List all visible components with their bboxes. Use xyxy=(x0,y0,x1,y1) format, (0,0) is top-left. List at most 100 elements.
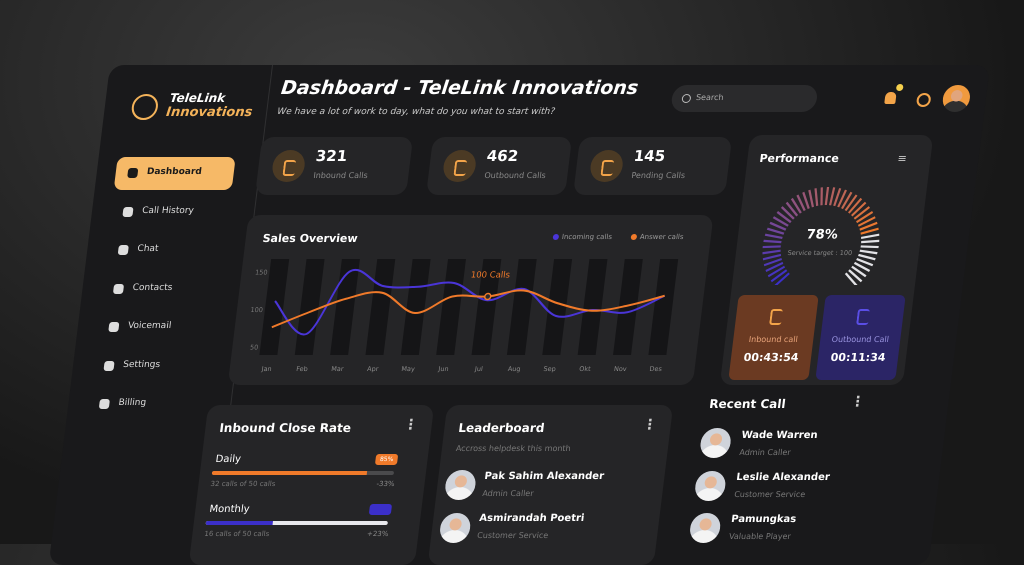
progress-fill xyxy=(211,471,367,475)
call-icon xyxy=(769,309,784,325)
person-name: Pamungkas xyxy=(730,514,797,525)
brand-name: TeleLink xyxy=(169,91,227,105)
gauge-tick xyxy=(820,187,823,206)
nav-icon xyxy=(108,322,120,332)
performance-card: Performance ≡ 78% Service target : 100 Inbo… xyxy=(719,135,934,385)
nav-label: Dashboard xyxy=(146,167,203,177)
menu-dots[interactable]: ⋮ xyxy=(402,417,419,433)
gauge-tick xyxy=(776,211,792,224)
x-tick-label: Mar xyxy=(331,365,345,373)
gauge-tick xyxy=(837,189,847,208)
stat-icon xyxy=(441,150,478,182)
x-tick-label: Des xyxy=(649,365,663,373)
brand-tagline: Innovations xyxy=(165,105,254,120)
x-tick-label: Okt xyxy=(579,365,592,373)
gauge-tick xyxy=(772,216,789,227)
annotation: 100 Calls xyxy=(470,271,511,281)
gauge-tick xyxy=(802,191,810,210)
stat-value: 321 xyxy=(314,147,349,165)
stat-value: 145 xyxy=(632,147,667,165)
rate-label: Daily xyxy=(214,454,242,465)
gauge-tick xyxy=(824,187,830,205)
nav-label: Chat xyxy=(136,244,160,254)
nav-item[interactable]: Contacts xyxy=(99,273,221,306)
menu-dots[interactable]: ⋮ xyxy=(849,394,866,410)
gauge-tick xyxy=(856,257,874,267)
search-box[interactable]: Search xyxy=(670,85,819,112)
gauge-tick xyxy=(853,261,871,272)
x-tick-label: Apr xyxy=(367,365,380,373)
gauge-tick xyxy=(763,257,782,267)
person-name: Leslie Alexander xyxy=(735,472,831,483)
gauge-tick xyxy=(770,269,788,283)
search-placeholder: Search xyxy=(695,93,725,102)
gauge-tick xyxy=(774,272,790,285)
x-tick-label: Nov xyxy=(613,365,627,373)
x-tick-label: Jan xyxy=(260,365,272,373)
gauge-tick xyxy=(796,194,806,212)
gauge-tick xyxy=(769,221,787,231)
sales-chart: Sales Overview Incoming calls Answer calls… xyxy=(250,232,685,373)
inbound-box: Inbound call 00:43:54 xyxy=(728,295,819,380)
nav-item[interactable]: Voicemail xyxy=(95,311,217,344)
gauge-tick xyxy=(780,206,795,220)
performance-gauge: Performance ≡ 78% Service target : 100 xyxy=(759,152,908,285)
nav-item[interactable]: Chat xyxy=(104,234,226,267)
nav-label: Call History xyxy=(141,206,195,216)
section-title: Recent Call xyxy=(708,397,787,411)
nav-item[interactable]: Billing xyxy=(85,388,207,421)
x-tick-label: Aug xyxy=(507,365,521,373)
search-icon xyxy=(681,94,692,103)
progress-fill xyxy=(205,521,274,525)
gauge-tick xyxy=(762,249,781,255)
rate-change: +23% xyxy=(366,530,389,538)
stat-icon xyxy=(270,150,307,182)
legend-swatch xyxy=(552,234,559,240)
column-stripe xyxy=(613,259,643,355)
gauge-tick xyxy=(860,227,879,235)
gauge-tick xyxy=(860,245,879,249)
notification-bell[interactable] xyxy=(884,92,897,104)
menu-dots[interactable]: ⋮ xyxy=(641,417,658,433)
column-stripe xyxy=(577,259,608,355)
person-name: Wade Warren xyxy=(740,430,819,441)
rate-detail: 32 calls of 50 calls xyxy=(210,480,276,488)
nav-icon xyxy=(112,284,125,294)
gauge-fill xyxy=(762,187,879,285)
gauge-value: 78% xyxy=(806,228,839,243)
gauge-tick xyxy=(764,233,783,239)
gauge-tick xyxy=(858,253,876,261)
gauge-tick xyxy=(859,249,878,255)
gauge-tick xyxy=(833,188,842,207)
page: TeleLink Innovations Dashboard Call Hist… xyxy=(0,0,1024,544)
y-tick-label: 150 xyxy=(255,269,268,277)
gauge-tick xyxy=(848,197,863,214)
column-stripe xyxy=(330,259,360,355)
gauge-tick xyxy=(814,188,819,207)
gauge-tick xyxy=(785,201,799,217)
nav-item[interactable]: Dashboard xyxy=(113,157,236,190)
legend-label: Answer calls xyxy=(639,232,684,241)
nav-item[interactable]: Settings xyxy=(90,350,212,383)
gauge-tick xyxy=(848,269,863,283)
nav-label: Billing xyxy=(117,398,147,408)
gauge-tick xyxy=(767,265,786,278)
column-stripe xyxy=(365,259,396,355)
sales-card: Sales Overview Incoming calls Answer calls… xyxy=(227,215,714,385)
legend-label: Incoming calls xyxy=(561,232,613,241)
stat-value: 462 xyxy=(485,147,520,165)
gauge-tick xyxy=(851,201,867,217)
nav-icon xyxy=(127,168,139,178)
page-subtitle: We have a lot of work to day, what do yo… xyxy=(276,107,556,117)
nav-icon xyxy=(103,361,115,371)
progress-track xyxy=(205,521,389,525)
leaderboard-card: Leaderboard ⋮ Accross helpdesk this mont… xyxy=(427,405,674,565)
gauge-tick xyxy=(859,221,878,231)
column-stripe xyxy=(471,259,502,355)
gauge-tick xyxy=(841,191,853,210)
nav-label: Contacts xyxy=(132,283,173,293)
person-name: Asmirandah Poetri xyxy=(478,513,585,524)
nav-label: Settings xyxy=(122,360,161,370)
outbound-box: Outbound Call 00:11:34 xyxy=(815,295,906,380)
nav-item[interactable]: Call History xyxy=(109,196,231,229)
